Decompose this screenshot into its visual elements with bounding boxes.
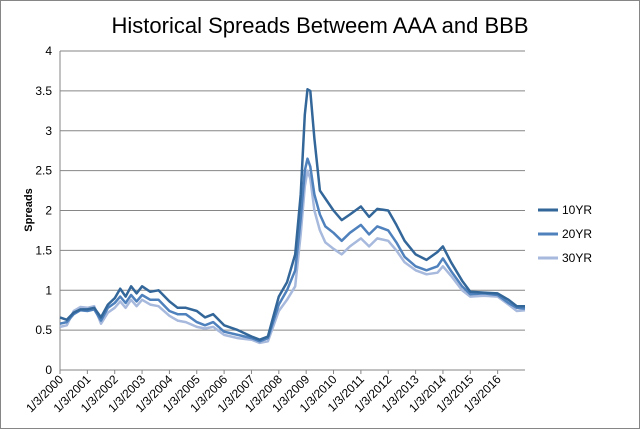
series-line-20YR xyxy=(59,157,526,343)
y-axis-label: Spreads xyxy=(23,188,35,231)
y-tick-label: 3 xyxy=(45,124,52,138)
y-tick-label: 4 xyxy=(45,44,52,58)
series-line-30YR xyxy=(59,169,526,345)
series-lines xyxy=(59,88,526,345)
legend-label-10YR: 10YR xyxy=(562,203,592,217)
y-tick-label: 2 xyxy=(45,204,52,218)
y-tick-label: 1.5 xyxy=(35,243,52,257)
series-line-10YR xyxy=(59,88,525,341)
legend-label-20YR: 20YR xyxy=(562,227,592,241)
y-tick-label: 0 xyxy=(45,363,52,377)
y-tick-label: 3.5 xyxy=(35,84,52,98)
y-tick-label: 1 xyxy=(45,283,52,297)
y-axis-ticks: 0 0.5 1 1.5 2 2.5 3 3.5 4 xyxy=(35,44,52,377)
chart-title: Historical Spreads Betweem AAA and BBB xyxy=(112,13,529,38)
legend-label-30YR: 30YR xyxy=(562,251,592,265)
x-axis-ticks: 1/3/20001/3/20011/3/20021/3/20031/3/2004… xyxy=(23,370,504,415)
legend: 10YR 20YR 30YR xyxy=(538,203,592,265)
gridlines xyxy=(59,50,525,371)
y-tick-label: 2.5 xyxy=(35,164,52,178)
y-tick-label: 0.5 xyxy=(35,323,52,337)
